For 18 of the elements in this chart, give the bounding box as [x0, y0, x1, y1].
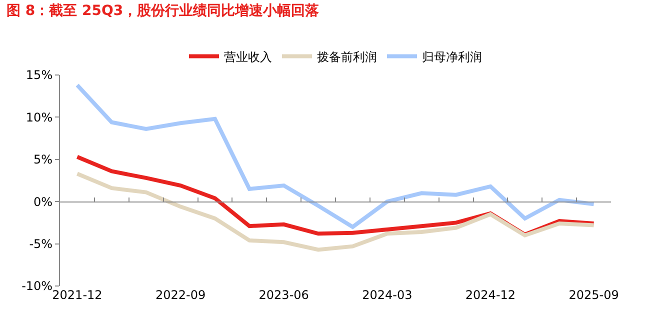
- x-tick-label: 2023-06: [258, 288, 309, 302]
- legend-label: 拨备前利润: [317, 50, 377, 64]
- y-tick-label: -10%: [22, 279, 53, 294]
- y-tick-label: -5%: [29, 237, 53, 251]
- line-series: [75, 83, 596, 229]
- y-tick-label: 0%: [34, 194, 53, 209]
- x-tick-label: 2022-09: [155, 288, 206, 302]
- y-tick-label: 15%: [26, 68, 53, 82]
- x-tick-label: 2024-03: [362, 288, 412, 302]
- y-tick-label: 5%: [34, 152, 53, 167]
- x-tick-label: 2021-12: [52, 288, 102, 302]
- chart-title: 图 8：截至 25Q3，股份行业绩同比增速小幅回落: [6, 2, 320, 19]
- line-series: [75, 172, 596, 252]
- legend-label: 营业收入: [224, 50, 272, 64]
- legend-label: 归母净利润: [422, 50, 482, 64]
- x-tick-label: 2024-12: [465, 288, 516, 302]
- y-tick-label: 10%: [26, 110, 53, 124]
- x-tick-label: 2025-09: [568, 288, 619, 302]
